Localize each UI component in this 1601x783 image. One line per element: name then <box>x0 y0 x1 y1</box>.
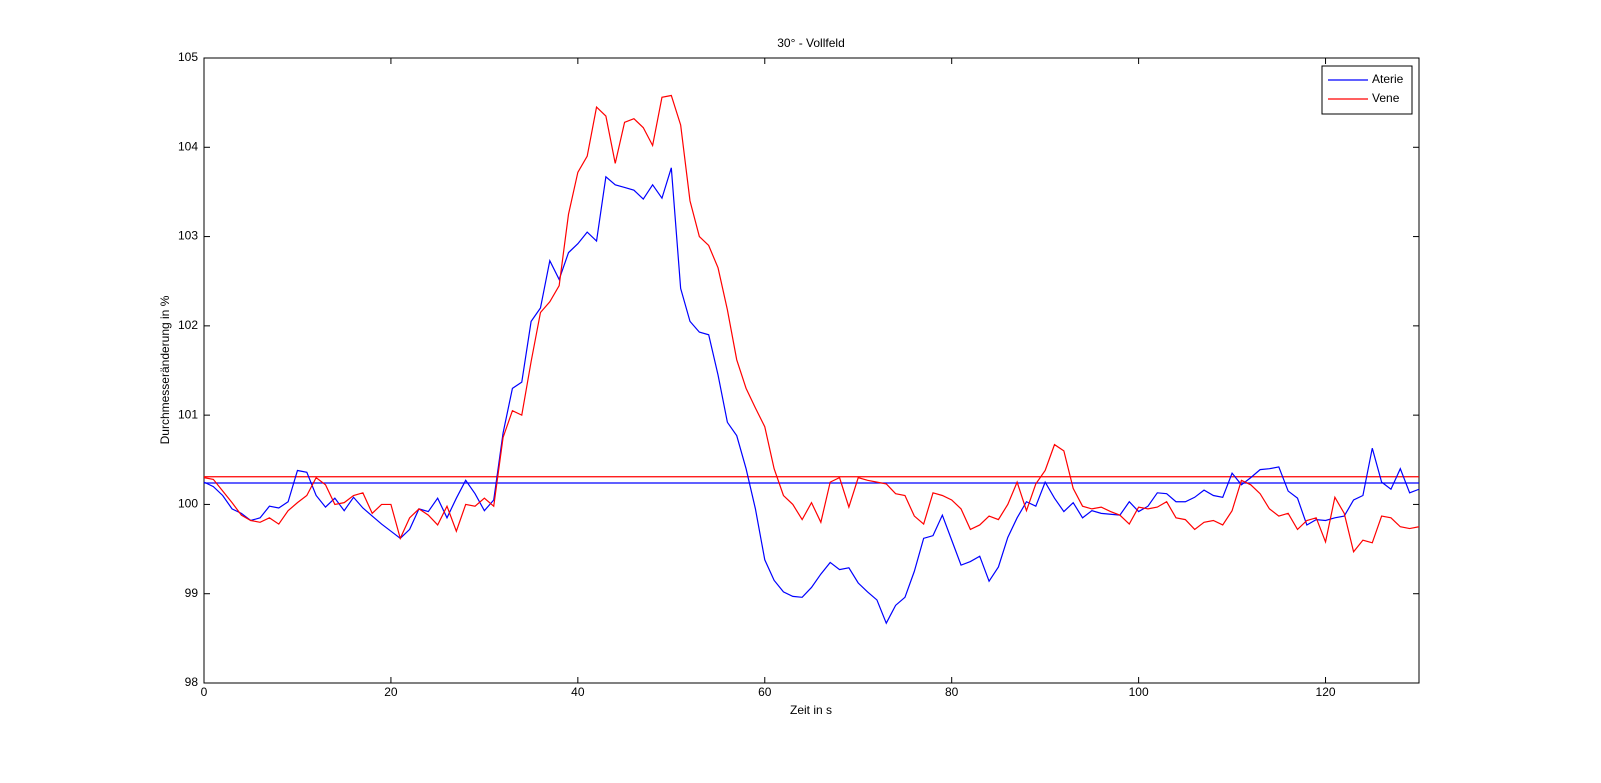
x-tick-label: 0 <box>201 685 208 699</box>
legend-label: Aterie <box>1372 72 1404 86</box>
y-axis-label: Durchmesseränderung in % <box>158 295 172 444</box>
data-line <box>203 167 1420 625</box>
x-tick-label: 80 <box>945 685 959 699</box>
legend-box <box>1321 65 1413 115</box>
data-line <box>203 94 1420 554</box>
x-axis-label: Zeit in s <box>790 703 832 717</box>
y-tick-label: 101 <box>178 407 198 421</box>
x-tick-label: 20 <box>384 685 398 699</box>
y-tick-label: 100 <box>178 497 198 511</box>
legend-label: Vene <box>1372 91 1400 105</box>
y-tick-label: 104 <box>178 139 198 153</box>
x-tick-label: 100 <box>1129 685 1149 699</box>
x-tick-label: 60 <box>758 685 772 699</box>
y-tick-label: 103 <box>178 229 198 243</box>
y-tick-label: 105 <box>178 50 198 64</box>
x-tick-label: 40 <box>571 685 585 699</box>
y-tick-label: 102 <box>178 318 198 332</box>
chart-title: 30° - Vollfeld <box>777 36 845 50</box>
x-tick-label: 120 <box>1316 685 1336 699</box>
plot-area <box>203 57 1420 684</box>
y-tick-label: 99 <box>185 586 199 600</box>
y-tick-label: 98 <box>185 675 199 689</box>
